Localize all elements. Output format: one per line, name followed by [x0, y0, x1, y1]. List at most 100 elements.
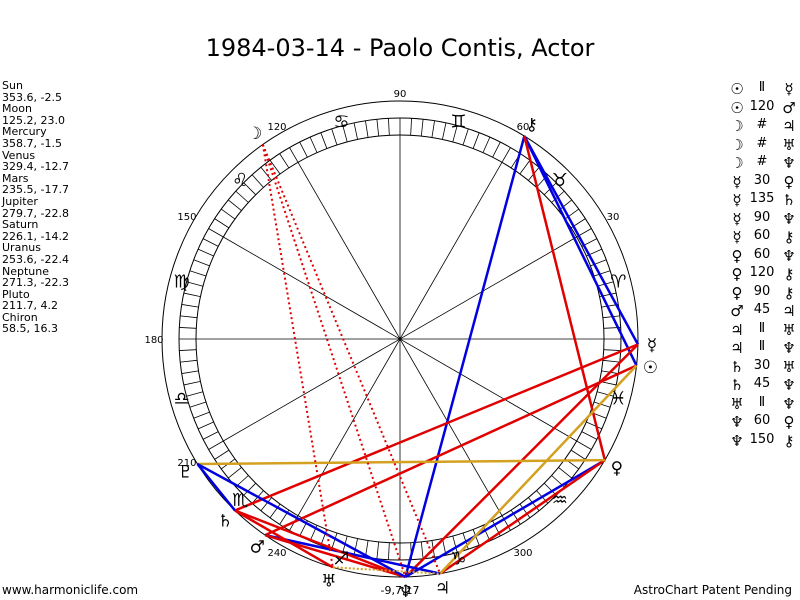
degree-tick	[179, 327, 197, 329]
degree-tick	[193, 411, 210, 419]
degree-tick	[186, 281, 204, 287]
degree-tick	[260, 497, 272, 512]
sign-aries-icon: ♈	[610, 272, 626, 293]
aspect-planet-glyph: ♀	[731, 246, 743, 265]
planet-name-venus: Venus	[2, 148, 36, 162]
aspect-planet-glyph: ♀	[783, 413, 795, 431]
degree-tick	[431, 120, 435, 138]
degree-tick	[193, 259, 210, 267]
degree-tick	[269, 503, 281, 519]
aspect-planet-glyph: ♄	[730, 376, 744, 394]
degree-tick	[202, 431, 219, 440]
degree-label-120: 120	[267, 122, 286, 133]
degree-tick	[482, 136, 491, 153]
degree-tick	[570, 449, 586, 460]
aspect-line	[404, 459, 606, 579]
aspect-planet-glyph: ♆	[782, 376, 796, 394]
degree-tick	[603, 349, 621, 351]
planet-name-neptune: Neptune	[2, 264, 50, 278]
degree-tick	[472, 529, 480, 546]
degree-tick	[528, 497, 540, 512]
degree-tick	[593, 270, 611, 277]
aspect-line-dotted	[261, 144, 442, 574]
planet-name-mars: Mars	[2, 171, 29, 185]
aspect-type: #	[756, 154, 768, 169]
planet-position-mars: 235.5, -17.7	[2, 183, 69, 197]
degree-tick	[501, 147, 511, 163]
aspect-line	[404, 135, 526, 578]
aspect-planet-glyph: ⚷	[783, 265, 795, 283]
degree-tick	[279, 153, 290, 169]
degree-labels: 30 60 90 120 150 180 210 240 300 -9,7,17	[144, 89, 619, 597]
sign-leo-icon: ♌	[232, 170, 248, 191]
aspect-type: 30	[753, 357, 771, 373]
aspect-line-dotted	[332, 566, 441, 575]
aspect-planet-glyph: ⚷	[783, 431, 795, 450]
degree-tick	[243, 482, 257, 496]
aspect-planet-glyph: ♄	[782, 191, 796, 209]
aspect-planet-glyph: ♄	[730, 357, 744, 376]
degree-tick	[208, 228, 224, 238]
aspect-planet-glyph: ♃	[730, 339, 744, 357]
degree-tick	[452, 125, 458, 143]
chart-title: 1984-03-14 - Paolo Contis, Actor	[205, 34, 595, 62]
aspect-line	[196, 463, 236, 512]
degree-tick	[186, 391, 204, 397]
planet-mars-icon: ♂	[250, 538, 265, 558]
planet-name-pluto: Pluto	[2, 287, 30, 301]
planet-position-sun: 353.6, -2.5	[2, 90, 62, 104]
degree-tick	[576, 440, 592, 450]
aspect-planet-glyph: ♃	[782, 302, 796, 320]
degree-tick	[442, 122, 447, 140]
degree-tick	[180, 359, 198, 363]
degree-tick	[289, 147, 299, 163]
degree-label-90: 90	[394, 89, 407, 100]
sign-scorpio-icon: ♏	[232, 490, 248, 511]
aspect-line	[439, 459, 606, 575]
degree-tick	[320, 529, 328, 546]
aspect-type: 45	[753, 376, 771, 391]
aspect-type: 60	[753, 246, 771, 262]
degree-tick	[299, 141, 308, 158]
planet-positions-list: Sun 353.6, -2.5 Moon 125.2, 23.0 Mercury 358.…	[2, 80, 69, 335]
aspect-line	[234, 509, 406, 579]
aspect-line	[264, 533, 441, 575]
planet-name-saturn: Saturn	[2, 218, 39, 232]
chart-spokes	[196, 135, 604, 543]
aspect-type: Ⅱ	[758, 394, 766, 410]
aspect-planet-glyph: ♃	[730, 320, 744, 339]
footer-patent: AstroChart Patent Pending	[633, 583, 792, 597]
aspect-planet-glyph: ♆	[782, 339, 796, 357]
degree-tick	[353, 538, 358, 556]
footer-website[interactable]: www.harmoniclife.com	[2, 583, 139, 597]
degree-tick	[510, 509, 521, 525]
planet-mercury-icon: ☿	[647, 336, 657, 356]
aspect-type: 90	[753, 209, 771, 225]
degree-tick	[260, 166, 272, 181]
degree-tick	[581, 431, 598, 440]
degree-tick	[543, 482, 557, 496]
degree-tick	[227, 467, 242, 479]
sign-libra-icon: ♎	[174, 388, 190, 409]
aspect-planet-glyph: ♆	[782, 394, 796, 413]
aspect-type: 60	[753, 228, 771, 243]
aspect-line-dotted	[261, 144, 334, 568]
degree-tick	[197, 248, 214, 257]
degree-tick	[208, 440, 224, 450]
planet-name-sun: Sun	[2, 79, 23, 92]
aspect-type: 135	[749, 191, 775, 206]
aspect-planet-glyph: ☿	[732, 191, 742, 209]
planet-saturn-icon: ♄	[218, 512, 233, 532]
aspect-planet-glyph: ♅	[730, 394, 744, 413]
sign-sagittarius-icon: ♐	[333, 548, 349, 569]
degree-tick	[189, 401, 207, 408]
house-spoke	[223, 236, 577, 442]
degree-tick	[243, 182, 257, 196]
aspect-type: 60	[753, 413, 771, 428]
aspect-planet-glyph: ♅	[782, 135, 796, 154]
aspect-planet-glyph: ☽	[730, 135, 744, 154]
aspect-planet-glyph: ♆	[782, 154, 796, 172]
planet-neptune-icon: ♆	[398, 582, 413, 600]
aspect-line	[523, 135, 638, 367]
degree-tick	[235, 190, 249, 203]
